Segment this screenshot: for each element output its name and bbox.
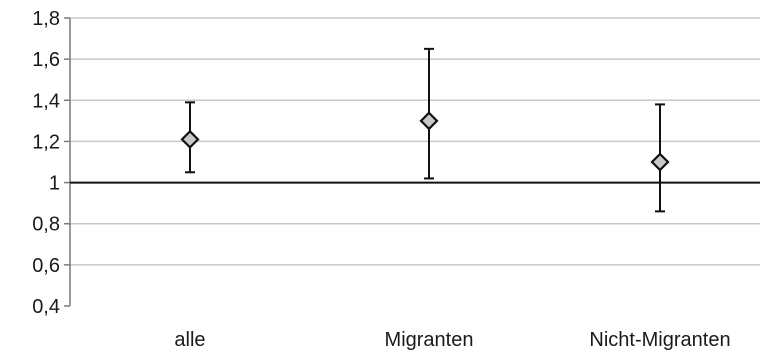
y-tick-label: 0,4 [32,296,60,318]
y-tick-label: 0,8 [32,214,60,236]
y-tick-label: 0,6 [32,255,60,277]
data-point-marker [650,152,670,172]
y-tick-label: 1,2 [32,131,60,153]
y-tick-label: 1 [49,173,60,195]
x-category-label: alle [174,329,205,351]
y-tick-label: 1,6 [32,49,60,71]
data-point-marker [180,129,200,149]
y-tick-label: 1,8 [32,8,60,30]
y-tick-label: 1,4 [32,90,60,112]
x-category-label: Nicht-Migranten [589,329,730,351]
x-category-label: Migranten [385,329,474,351]
data-point-marker [419,111,439,131]
